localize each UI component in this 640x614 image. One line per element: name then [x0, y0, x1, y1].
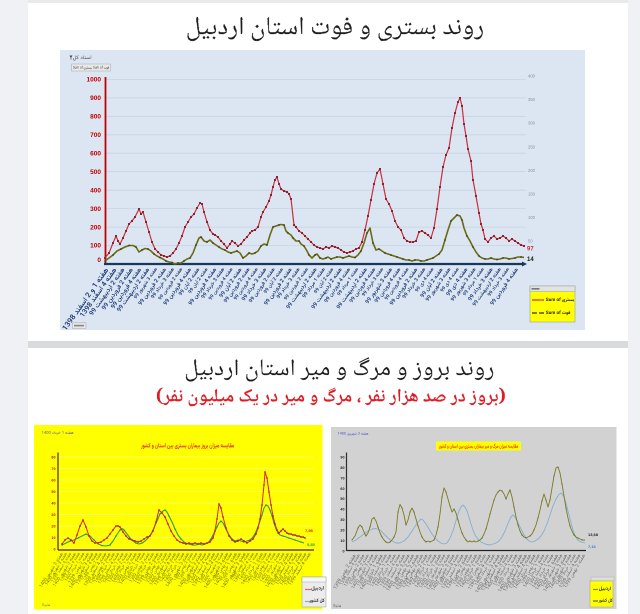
svg-text:250: 250	[528, 144, 536, 149]
svg-text:700: 700	[90, 132, 101, 139]
svg-text:80: 80	[51, 455, 55, 459]
svg-text:14: 14	[527, 257, 534, 263]
svg-text:900: 900	[90, 95, 101, 102]
svg-text:30: 30	[51, 513, 55, 517]
svg-text:600: 600	[90, 150, 101, 157]
svg-text:200: 200	[90, 224, 101, 231]
svg-text:70: 70	[340, 476, 344, 480]
svg-text:0: 0	[97, 257, 101, 264]
svg-text:50: 50	[51, 490, 55, 494]
svg-text:40: 40	[51, 501, 55, 505]
svg-text:50: 50	[528, 239, 533, 244]
svg-text:7,98: 7,98	[305, 528, 314, 533]
svg-text:90: 90	[340, 455, 344, 459]
svg-text:97: 97	[527, 247, 534, 253]
svg-text:0: 0	[342, 549, 344, 553]
svg-text:13,68: 13,68	[588, 532, 599, 537]
svg-text:100: 100	[528, 215, 536, 220]
svg-text:300: 300	[90, 206, 101, 213]
svg-text:300: 300	[528, 121, 536, 126]
svg-text:20: 20	[340, 529, 344, 533]
svg-text:60: 60	[51, 478, 55, 482]
svg-text:5,85: 5,85	[307, 542, 316, 547]
svg-text:150: 150	[528, 191, 536, 196]
svg-text:1000: 1000	[87, 77, 102, 84]
svg-text:10: 10	[340, 539, 344, 543]
svg-text:60: 60	[340, 487, 344, 491]
svg-text:400: 400	[90, 187, 101, 194]
svg-text:70: 70	[51, 467, 55, 471]
svg-text:20: 20	[51, 524, 55, 528]
svg-text:7,16: 7,16	[588, 544, 597, 549]
svg-text:100: 100	[90, 243, 101, 250]
svg-text:400: 400	[528, 74, 536, 79]
svg-text:0: 0	[53, 547, 55, 551]
svg-text:200: 200	[528, 168, 536, 173]
svg-text:30: 30	[340, 518, 344, 522]
svg-text:800: 800	[90, 114, 101, 121]
svg-text:50: 50	[340, 497, 344, 501]
svg-text:10: 10	[51, 536, 55, 540]
svg-text:500: 500	[90, 169, 101, 176]
svg-text:350: 350	[528, 97, 536, 102]
svg-text:40: 40	[340, 508, 344, 512]
svg-text:80: 80	[340, 466, 344, 470]
